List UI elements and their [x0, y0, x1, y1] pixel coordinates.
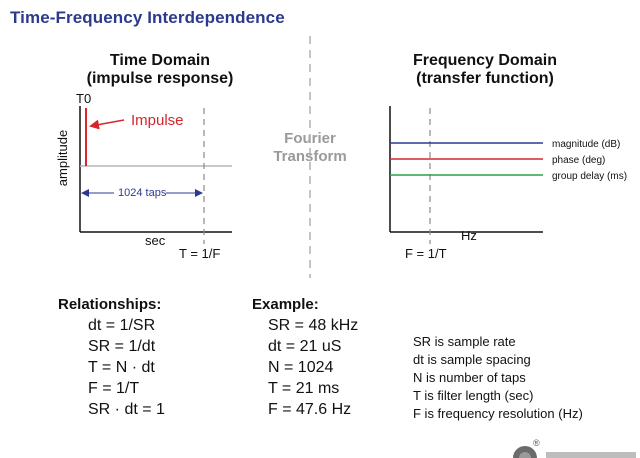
example-section: Example: SR = 48 kHz dt = 21 uS N = 1024…	[252, 296, 358, 420]
relationship-item: SR = 1/dt	[88, 338, 156, 355]
definition-item: T is filter length (sec)	[413, 388, 534, 403]
magnitude-label: magnitude (dB)	[552, 139, 620, 150]
relationship-item: dt = 1/SR	[88, 317, 156, 334]
amplitude-label: amplitude	[55, 130, 70, 186]
definition-item: F is frequency resolution (Hz)	[413, 406, 583, 421]
impulse-arrow	[89, 119, 125, 130]
definition-item: SR is sample rate	[413, 334, 516, 349]
relationships-heading: Relationships:	[58, 296, 162, 313]
frequency-domain-heading-line2: (transfer function)	[416, 70, 554, 87]
time-domain-heading: Time Domain (impulse response)	[60, 52, 260, 88]
group-delay-label: group delay (ms)	[552, 171, 627, 182]
example-item: dt = 21 uS	[268, 338, 342, 355]
definitions-list: SR is sample rate dt is sample spacing N…	[413, 333, 583, 423]
definition-item: N is number of taps	[413, 370, 526, 385]
freq-x-label: Hz	[461, 228, 477, 243]
example-heading: Example:	[252, 296, 319, 313]
page-title: Time-Frequency Interdependence	[10, 8, 285, 27]
impulse-label: Impulse	[131, 112, 184, 129]
definition-item: dt is sample spacing	[413, 352, 531, 367]
example-item: N = 1024	[268, 359, 334, 376]
period-label: T = 1/F	[179, 246, 220, 261]
watermark-logo-graphic: ®	[513, 438, 636, 458]
phase-label: phase (deg)	[552, 155, 605, 166]
t0-label: T0	[76, 91, 91, 106]
svg-text:®: ®	[533, 438, 540, 448]
relationships-list: dt = 1/SR SR = 1/dt T = N · dt F = 1/T S…	[88, 315, 165, 420]
relationship-item: SR · dt = 1	[88, 401, 165, 418]
relationships-section: Relationships: dt = 1/SR SR = 1/dt T = N…	[58, 296, 165, 420]
fourier-line2: Transform	[273, 148, 347, 165]
time-domain-heading-line2: (impulse response)	[86, 70, 234, 87]
time-x-label: sec	[145, 233, 166, 248]
taps-label-bg	[114, 185, 166, 200]
example-item: SR = 48 kHz	[268, 317, 359, 334]
example-item: F = 47.6 Hz	[268, 401, 352, 418]
watermark-logo: ®	[480, 438, 640, 458]
frequency-domain-heading: Frequency Domain (transfer function)	[390, 52, 580, 88]
taps-label-text: 1024 taps	[118, 187, 167, 199]
example-list: SR = 48 kHz dt = 21 uS N = 1024 T = 21 m…	[268, 315, 358, 420]
example-item: T = 21 ms	[268, 380, 340, 397]
relationship-item: F = 1/T	[88, 380, 140, 397]
frequency-domain-heading-line1: Frequency Domain	[412, 52, 558, 69]
relationship-item: T = N · dt	[88, 359, 155, 376]
time-domain-heading-line1: Time Domain	[109, 52, 211, 69]
resolution-label: F = 1/T	[405, 246, 447, 261]
